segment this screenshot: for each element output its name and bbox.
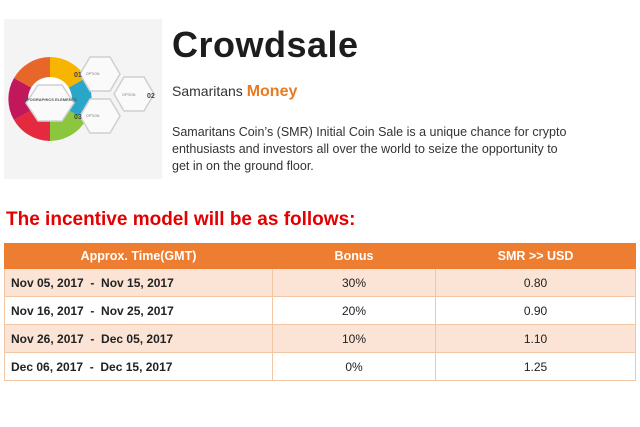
page-title: Crowdsale [172, 24, 359, 65]
cell-time: Nov 26, 2017 - Dec 05, 2017 [4, 324, 273, 353]
cell-time: Nov 16, 2017 - Nov 25, 2017 [4, 296, 273, 325]
brand-line: Samaritans Money [172, 83, 297, 101]
infographic-center-label: INFOGRAPHICS ELEMENTS [23, 97, 77, 102]
step-3-label: OPTION [86, 114, 100, 118]
cell-bonus: 0% [272, 352, 436, 381]
table-header-row: Approx. Time(GMT) Bonus SMR >> USD [4, 243, 636, 269]
cell-time: Dec 06, 2017 - Dec 15, 2017 [4, 352, 273, 381]
cell-rate: 0.80 [435, 268, 636, 297]
column-header-rate: SMR >> USD [435, 243, 636, 269]
step-1-number: 01 [74, 72, 82, 79]
cell-rate: 0.90 [435, 296, 636, 325]
cell-rate: 1.10 [435, 324, 636, 353]
incentive-table: Approx. Time(GMT) Bonus SMR >> USD Nov 0… [4, 243, 636, 381]
step-3-number: 03 [74, 114, 82, 121]
cell-bonus: 10% [272, 324, 436, 353]
step-1-label: OPTION [86, 72, 100, 76]
step-2-label: OPTION [122, 93, 136, 97]
cell-rate: 1.25 [435, 352, 636, 381]
column-header-time: Approx. Time(GMT) [4, 243, 273, 269]
cell-time: Nov 05, 2017 - Nov 15, 2017 [4, 268, 273, 297]
table-row: Dec 06, 2017 - Dec 15, 2017 0% 1.25 [4, 352, 636, 381]
step-2-number: 02 [147, 93, 155, 100]
cell-bonus: 20% [272, 296, 436, 325]
table-row: Nov 16, 2017 - Nov 25, 2017 20% 0.90 [4, 296, 636, 325]
cell-bonus: 30% [272, 268, 436, 297]
column-header-bonus: Bonus [272, 243, 436, 269]
brand-prefix: Samaritans [172, 83, 243, 99]
section-heading: The incentive model will be as follows: [6, 209, 356, 230]
table-row: Nov 05, 2017 - Nov 15, 2017 30% 0.80 [4, 268, 636, 297]
intro-paragraph: Samaritans Coin’s (SMR) Initial Coin Sal… [172, 125, 567, 173]
infographic-image: INFOGRAPHICS ELEMENTS 01 OPTION 02 OPTIO… [4, 19, 162, 179]
brand-accent: Money [246, 83, 298, 100]
table-row: Nov 26, 2017 - Dec 05, 2017 10% 1.10 [4, 324, 636, 353]
